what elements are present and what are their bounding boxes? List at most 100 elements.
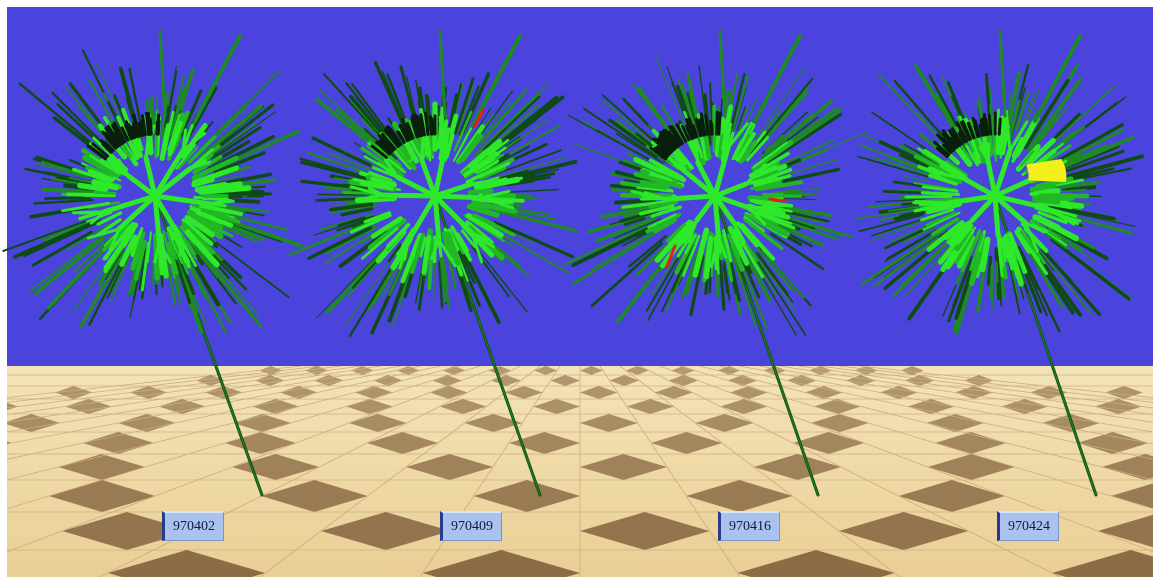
floor-seam (31, 431, 134, 455)
mid-branch (1037, 210, 1068, 225)
floor-seam (709, 374, 747, 387)
inner-branch (152, 193, 162, 245)
mid-branch (619, 181, 668, 192)
outer-branch (718, 253, 726, 311)
floor-seam (513, 374, 529, 387)
floor-seam (745, 385, 790, 400)
floor-seam (1006, 549, 1061, 577)
outer-branch (933, 140, 951, 157)
floor-seam (7, 398, 37, 403)
outer-branch (213, 151, 266, 174)
inner-branch (946, 218, 974, 244)
outer-branch (614, 217, 662, 239)
outer-branch (892, 237, 953, 297)
mid-branch (191, 204, 231, 217)
inner-branch (438, 119, 448, 148)
outer-branch (583, 107, 658, 158)
mid-branch (638, 204, 675, 216)
mid-branch (185, 216, 215, 238)
outer-branch (1033, 34, 1082, 123)
inner-branch (419, 157, 438, 199)
outer-branch (751, 248, 796, 311)
floor-tile (65, 399, 112, 414)
mid-branch (1007, 232, 1028, 275)
snapshot-date-label-1[interactable]: 970402 (162, 511, 224, 541)
floor-seam (295, 511, 347, 551)
outer-branch (340, 207, 374, 217)
floor-seam (890, 413, 963, 433)
mid-branch (162, 110, 175, 155)
outer-branch (662, 129, 679, 149)
outer-branch (178, 258, 196, 296)
inner-branch (470, 181, 500, 186)
outer-branch (109, 134, 120, 148)
floor-seam (217, 366, 302, 376)
floor-seam (324, 413, 374, 433)
outer-branch (701, 120, 707, 137)
floor-seam (845, 385, 915, 400)
floor-seam (62, 398, 162, 415)
inner-branch (405, 193, 438, 244)
mid-branch (959, 226, 977, 252)
outer-branch (378, 139, 393, 154)
mid-branch (368, 140, 405, 171)
outer-branch (685, 124, 694, 141)
outer-branch (178, 261, 199, 313)
outer-branch (74, 235, 114, 272)
outer-branch (752, 241, 794, 292)
outer-branch (1058, 144, 1109, 169)
outer-branch (1054, 211, 1134, 235)
floor-seam (789, 398, 840, 415)
floor-seam (165, 398, 246, 415)
floor-seam (658, 453, 676, 481)
mid-branch (925, 211, 957, 227)
inner-branch (709, 236, 720, 269)
outer-branch (380, 132, 397, 151)
outer-branch (875, 198, 925, 203)
outer-branch (110, 257, 130, 303)
mid-branch (752, 141, 788, 169)
outer-branch (753, 34, 802, 123)
floor-seam (370, 385, 415, 400)
outer-branch (695, 117, 703, 138)
floor-seam (7, 398, 79, 409)
floor-seam (546, 374, 555, 387)
inner-branch (381, 192, 438, 199)
floor-tile (62, 512, 192, 550)
inner-branch (113, 167, 131, 178)
floor-seam (779, 385, 832, 400)
outer-branch (980, 117, 987, 137)
inner-branch (432, 143, 449, 199)
mid-branch (745, 136, 770, 162)
outer-branch (1023, 78, 1070, 150)
floor-seam (266, 431, 326, 455)
floor-seam (398, 366, 441, 376)
mid-branch (471, 200, 518, 214)
snapshot-date-label-2[interactable]: 970409 (440, 511, 502, 541)
outer-branch (307, 226, 373, 260)
outer-branch (689, 254, 705, 317)
mid-branch (639, 179, 670, 191)
snapshot-date-label-4[interactable]: 970424 (997, 511, 1059, 541)
floor-seam (721, 549, 741, 577)
floor-tile (534, 366, 558, 375)
outer-branch (681, 254, 698, 300)
mid-branch (931, 223, 961, 247)
outer-branch (893, 210, 925, 221)
snapshot-date-label-3[interactable]: 970416 (718, 511, 780, 541)
mid-branch (472, 213, 516, 237)
floor-tile (609, 375, 640, 386)
mid-branch (368, 171, 393, 182)
outer-branch (645, 250, 683, 312)
floor-tile (442, 366, 466, 375)
outer-branch (750, 77, 814, 153)
floor-tile (651, 432, 723, 454)
floor-seam (878, 385, 957, 400)
outer-branch (873, 237, 940, 287)
highlight-branch (1028, 175, 1067, 180)
floor-seam (872, 398, 943, 415)
floor-tile (366, 432, 438, 454)
inner-branch (1008, 135, 1020, 153)
outer-branch (761, 249, 805, 299)
